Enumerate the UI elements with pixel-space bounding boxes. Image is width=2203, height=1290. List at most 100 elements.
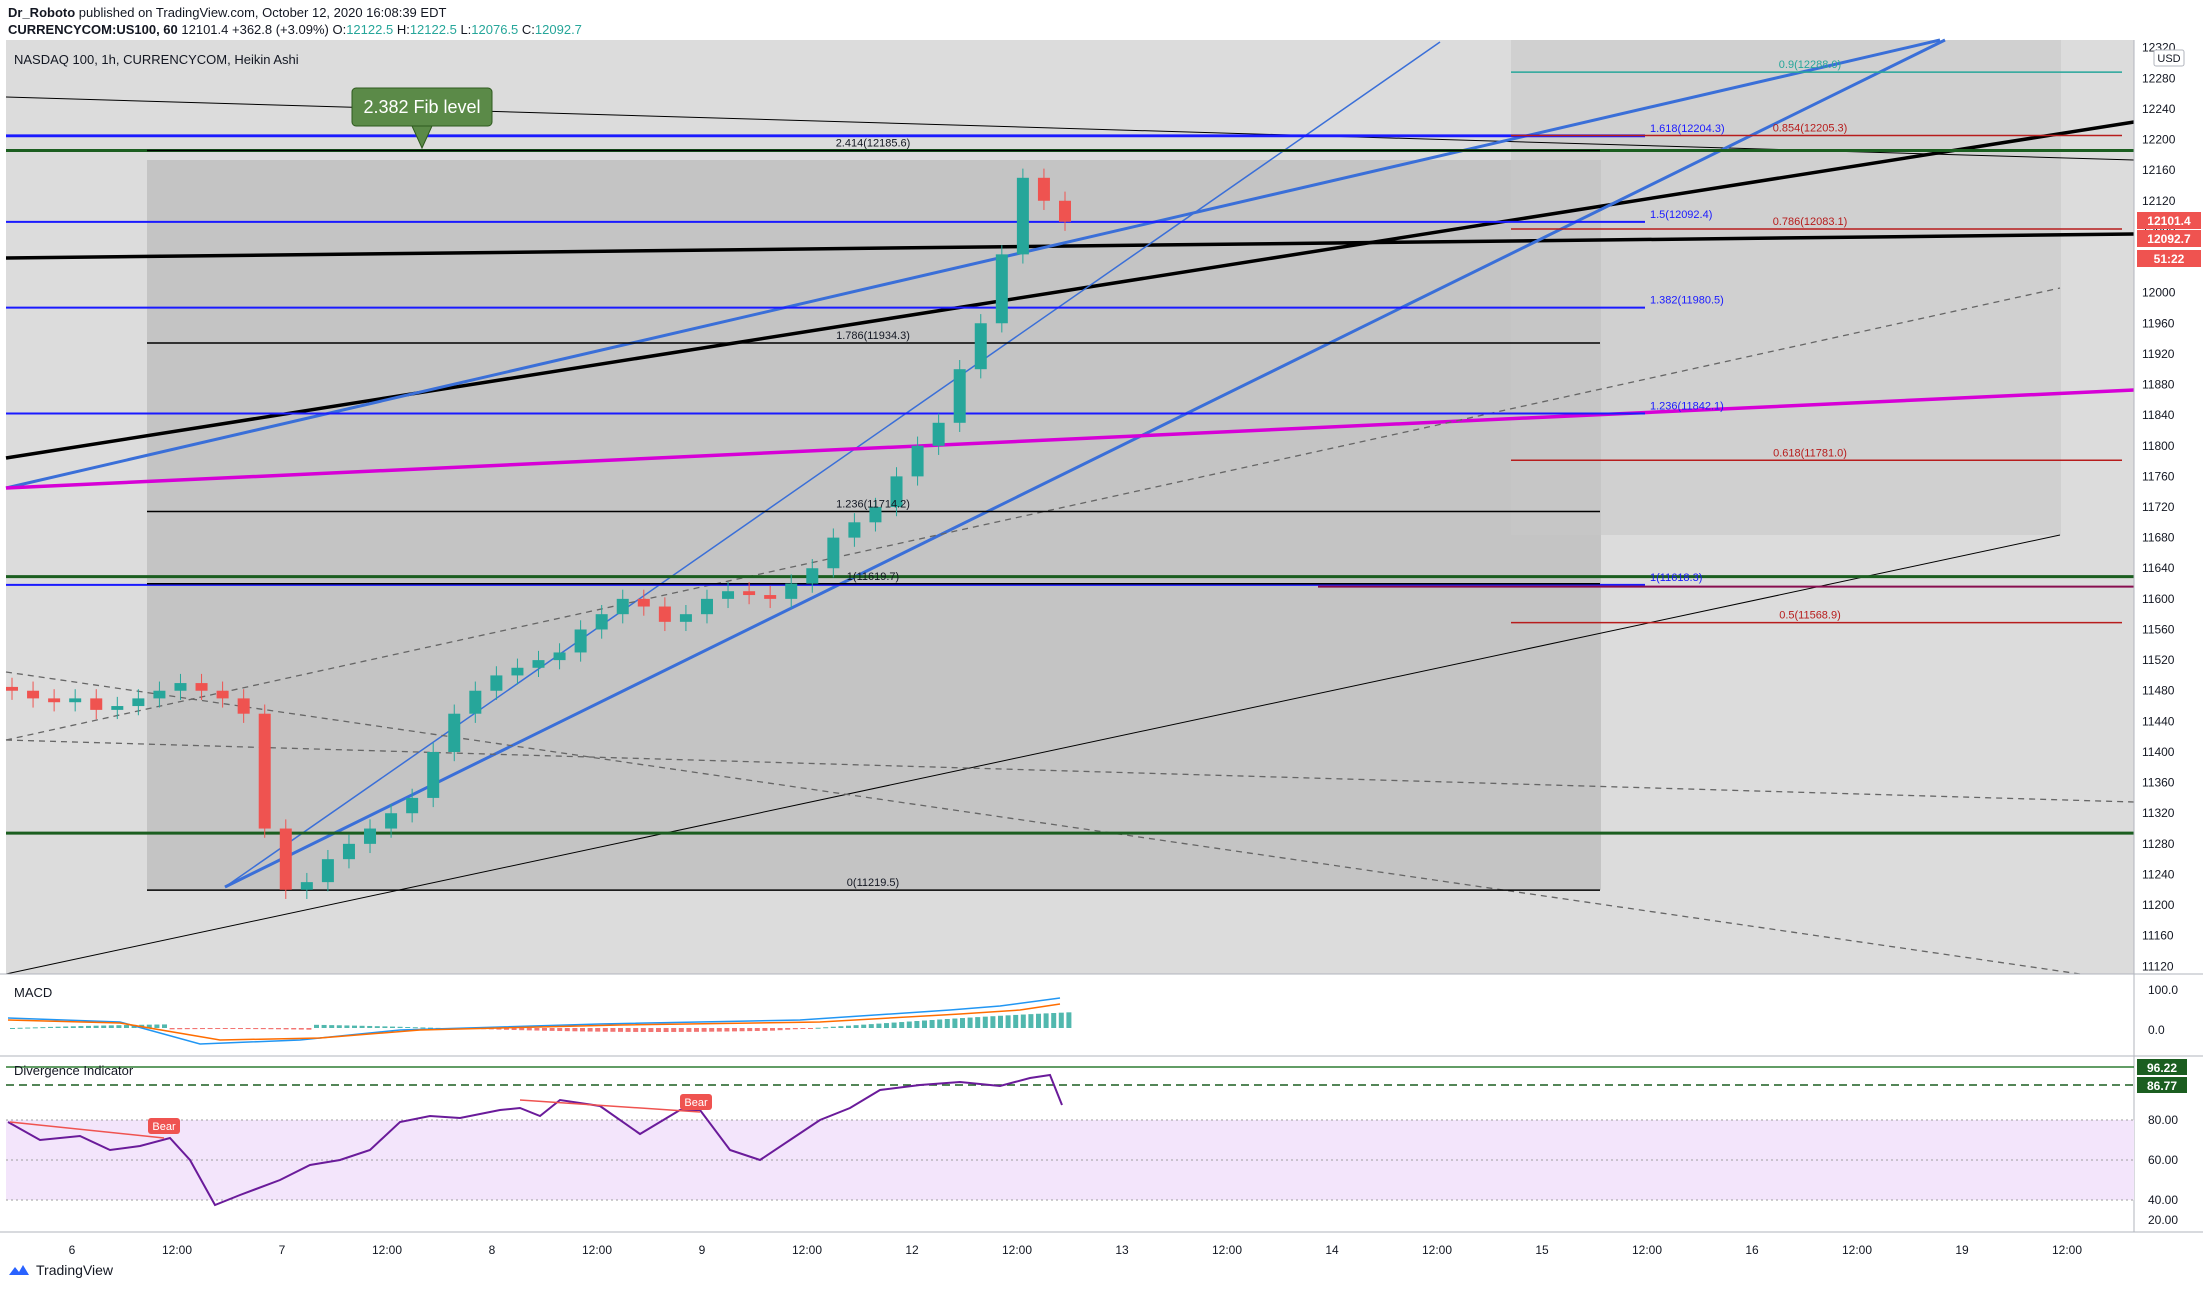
macd-bar (162, 1024, 167, 1028)
macd-bar (306, 1028, 312, 1030)
time-label: 12:00 (1212, 1243, 1242, 1257)
candle-body (364, 828, 377, 844)
candle-body (722, 591, 735, 599)
time-label: 12:00 (582, 1243, 612, 1257)
macd-bar (63, 1026, 69, 1028)
macd-bar (397, 1026, 403, 1028)
time-label: 12:00 (1632, 1243, 1662, 1257)
macd-bar (800, 1028, 806, 1029)
macd-bar (633, 1028, 639, 1032)
price-tick-label: 11480 (2142, 684, 2175, 698)
macd-bar (701, 1028, 707, 1032)
price-tick-label: 11880 (2142, 378, 2175, 392)
macd-bar (922, 1020, 927, 1028)
fib-blue-label: 1.382(11980.5) (1650, 295, 1724, 307)
time-label: 19 (1955, 1243, 1969, 1257)
macd-bar (952, 1018, 958, 1028)
candle-body (469, 690, 482, 714)
macd-bar (823, 1027, 829, 1029)
macd-bar (899, 1022, 905, 1028)
low-value: 12076.5 (471, 22, 519, 37)
callout-text: 2.382 Fib level (363, 97, 480, 117)
fib-blue-label: 1.236(11842.1) (1650, 401, 1724, 413)
macd-bar (238, 1028, 243, 1030)
author-name[interactable]: Dr_Roboto (8, 5, 76, 20)
macd-bar (420, 1027, 426, 1029)
timer-text: 51:22 (2154, 252, 2185, 266)
macd-bar (678, 1028, 684, 1032)
macd-bar (914, 1021, 920, 1028)
macd-bar (1051, 1013, 1057, 1028)
macd-bar (336, 1025, 342, 1028)
fib-callout[interactable]: 2.382 Fib level (351, 87, 493, 150)
macd-line (7, 997, 1061, 1045)
macd-bar (853, 1025, 859, 1028)
time-label: 12:00 (1002, 1243, 1032, 1257)
macd-bar (352, 1025, 357, 1028)
publish-line: Dr_Roboto published on TradingView.com, … (8, 5, 446, 20)
tradingview-footer[interactable]: TradingView (8, 1262, 113, 1278)
macd-bar (694, 1028, 699, 1032)
candle-body (174, 683, 187, 691)
macd-bar (86, 1025, 91, 1028)
macd-bar (298, 1028, 304, 1030)
macd-bar (154, 1024, 160, 1028)
timer-tag (2137, 250, 2201, 267)
price-tick-label: 11400 (2142, 745, 2175, 759)
macd-bar (10, 1028, 15, 1029)
macd-bar (762, 1028, 768, 1031)
fib-right-label: 0.786(12083.1) (1773, 216, 1848, 228)
macd-bar (625, 1028, 631, 1032)
candle-body (90, 698, 103, 710)
time-label: 12:00 (372, 1243, 402, 1257)
last-price-tag (2137, 212, 2201, 229)
publish-info: published on TradingView.com, October 12… (78, 5, 447, 20)
currency-label: USD (2157, 53, 2180, 65)
price-tick-label: 11160 (2142, 929, 2174, 943)
rsi-tick: 20.00 (2148, 1213, 2178, 1227)
macd-bar (314, 1024, 319, 1028)
open-value: 12122.5 (346, 22, 394, 37)
rsi-tick: 40.00 (2148, 1193, 2178, 1207)
macd-bar (200, 1028, 205, 1030)
macd-bar (648, 1028, 654, 1032)
fib-left-label: 1.236(11714.2) (836, 498, 910, 510)
symbol-label: CURRENCYCOM:US100, 60 (8, 22, 178, 37)
macd-bar (929, 1019, 935, 1028)
blue-thin-line (224, 41, 1441, 888)
time-label: 7 (279, 1243, 286, 1257)
candle-body (911, 445, 924, 477)
close-value: 12092.7 (534, 22, 582, 37)
close-price-tag (2137, 230, 2201, 247)
macd-bar (808, 1028, 813, 1029)
candle-body (69, 698, 82, 703)
candle-body (448, 713, 461, 752)
time-label: 12:00 (162, 1243, 192, 1257)
time-label: 13 (1115, 1243, 1129, 1257)
currency-badge[interactable] (2153, 49, 2185, 67)
macd-bar (40, 1027, 46, 1029)
macd-bar (967, 1017, 973, 1028)
fib-left-label: 1(11619.7) (847, 571, 899, 583)
candle-body (616, 598, 629, 615)
black-trendline (5, 120, 2135, 460)
candle-body (111, 706, 124, 710)
price-tick-label: 12240 (2142, 102, 2176, 116)
macd-bar (656, 1028, 661, 1032)
macd-bar (610, 1028, 616, 1032)
time-label: 6 (69, 1243, 76, 1257)
candle-body (995, 254, 1008, 324)
macd-bar (937, 1019, 943, 1028)
price-tick-label: 12200 (2142, 133, 2176, 147)
upper-level-text: 96.22 (2147, 1061, 2177, 1075)
macd-bar (412, 1027, 418, 1029)
dashed-trendline (5, 671, 2081, 975)
fib-left-label: 1.786(11934.3) (836, 330, 910, 342)
macd-bar (116, 1025, 122, 1028)
macd-bar (1058, 1012, 1064, 1028)
price-axis[interactable] (2134, 40, 2203, 974)
high-label: H: (396, 22, 410, 37)
time-label: 12:00 (1842, 1243, 1872, 1257)
